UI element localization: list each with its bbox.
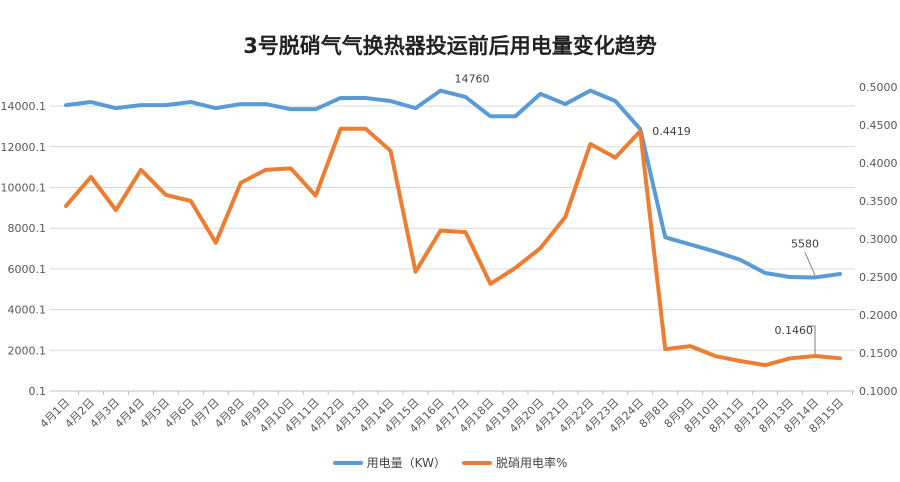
left-tick-label: 14000.1: [1, 100, 47, 113]
label-leader: [807, 325, 816, 355]
right-tick-label: 0.2000: [859, 309, 898, 322]
left-tick-label: 0.1: [29, 385, 47, 398]
chart-title: 3号脱硝气气换热器投运前后用电量变化趋势: [243, 34, 657, 58]
left-tick-label: 4000.1: [8, 304, 47, 317]
label-leader: [804, 252, 816, 276]
data-label: 0.1460: [775, 324, 814, 337]
right-tick-label: 0.5000: [859, 81, 898, 94]
chart-plot: 0.1 2000.1 4000.1 6000.1 8000.1 10000.1 12000.…: [1, 73, 898, 436]
right-tick-label: 0.3000: [859, 233, 898, 246]
legend-label-rate: 脱硝用电率%: [495, 456, 568, 470]
right-tick-label: 0.4500: [859, 119, 898, 132]
legend-label-power: 用电量（KW）: [366, 456, 446, 470]
left-tick-label: 8000.1: [8, 222, 47, 235]
series-line-power: [64, 88, 842, 280]
right-tick-label: 0.4000: [859, 157, 898, 170]
right-tick-label: 0.3500: [859, 195, 898, 208]
left-tick-label: 6000.1: [8, 263, 47, 276]
data-label: 5580: [791, 237, 819, 250]
series-line-rate: [64, 126, 842, 368]
legend-swatch-power: [332, 460, 363, 465]
data-label: 14760: [455, 73, 490, 86]
right-tick-label: 0.1000: [859, 385, 898, 398]
data-label: 0.4419: [652, 125, 691, 138]
right-tick-label: 0.1500: [859, 347, 898, 360]
left-tick-label: 2000.1: [8, 344, 47, 357]
left-tick-label: 10000.1: [1, 182, 47, 195]
legend-swatch-rate: [461, 460, 492, 465]
legend: 用电量（KW） 脱硝用电率%: [0, 454, 900, 471]
legend-item-power[interactable]: 用电量（KW）: [332, 454, 446, 471]
right-tick-label: 0.2500: [859, 271, 898, 284]
left-tick-label: 12000.1: [1, 141, 47, 154]
legend-item-rate[interactable]: 脱硝用电率%: [461, 454, 568, 471]
